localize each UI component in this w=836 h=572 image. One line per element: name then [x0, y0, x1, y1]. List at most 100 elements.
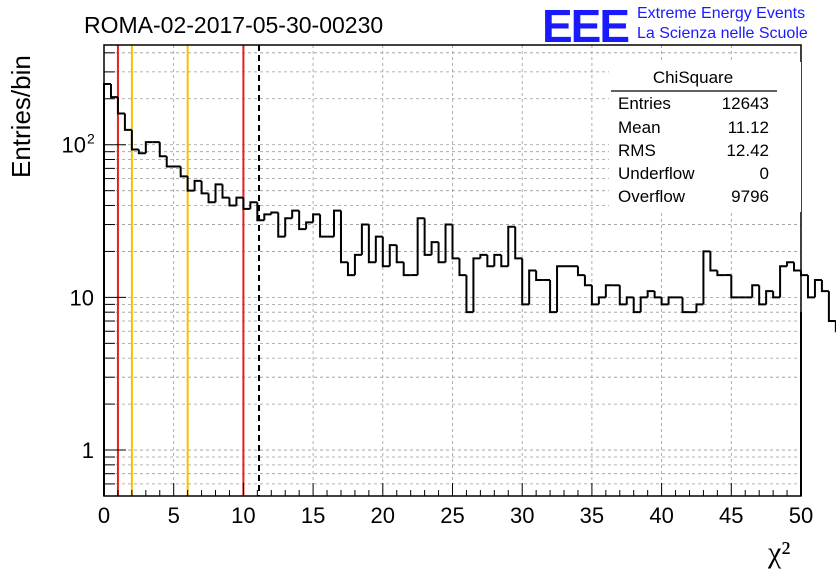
stats-box: ChiSquare Entries 12643 Mean 11.12 RMS 1…	[609, 62, 801, 212]
histogram-bin	[535, 270, 544, 281]
x-tick-label: 20	[371, 503, 395, 528]
y-tick-label: 10	[62, 133, 86, 158]
histogram-bin	[444, 223, 453, 263]
histogram-bin	[549, 279, 558, 314]
histogram-bin	[806, 275, 815, 299]
y-tick-label: 10	[70, 285, 94, 310]
histogram-bin	[639, 296, 648, 313]
histogram-bin	[632, 297, 641, 314]
logo-line-1: Extreme Energy Events	[637, 5, 805, 22]
histogram-bin	[793, 262, 801, 272]
histogram-bin	[458, 258, 467, 277]
histogram-bin	[730, 275, 739, 299]
stats-label-overflow: Overflow	[618, 187, 686, 206]
histogram-bin	[583, 275, 592, 287]
histogram-bin	[193, 179, 202, 191]
histogram-bin	[660, 297, 669, 306]
histogram-bin	[249, 201, 258, 209]
histogram-bin	[402, 262, 411, 277]
histogram-bin	[576, 266, 585, 277]
histogram-bin	[507, 225, 516, 267]
x-tick-label: 45	[719, 503, 743, 528]
stats-value-rms: 12.42	[726, 141, 769, 160]
histogram-bin	[556, 265, 565, 313]
histogram-bin	[437, 242, 446, 264]
histogram-bin	[137, 149, 146, 155]
histogram-bin	[514, 226, 523, 260]
histogram-bin	[709, 251, 718, 272]
histogram-bin	[256, 202, 265, 222]
histogram-bin	[360, 223, 369, 255]
histogram-bin	[786, 261, 795, 267]
histogram-bin	[214, 183, 223, 203]
histogram-bin	[346, 262, 355, 277]
histogram-bin	[695, 303, 704, 313]
stats-value-underflow: 0	[760, 164, 769, 183]
histogram-bin	[165, 156, 174, 168]
histogram-bin	[305, 221, 314, 230]
histogram-bin	[667, 296, 676, 305]
histogram-bin	[653, 291, 662, 299]
histogram-bin	[353, 253, 362, 276]
histogram-bin	[430, 241, 439, 255]
histogram-bin	[423, 218, 432, 256]
histogram-bin	[179, 166, 188, 178]
histogram-bin	[381, 236, 390, 268]
histogram-bin	[277, 212, 286, 238]
x-tick-label: 5	[168, 503, 180, 528]
stats-value-entries: 12643	[722, 94, 769, 113]
histogram-bin	[590, 285, 599, 306]
eee-logo: EEE	[542, 0, 628, 52]
histogram-bin	[625, 296, 634, 305]
y-tick-exponent: 2	[87, 131, 95, 147]
histogram-bin	[820, 279, 829, 293]
x-tick-label: 10	[231, 503, 255, 528]
histogram-bin	[339, 210, 348, 264]
x-tick-label: 50	[789, 503, 813, 528]
histogram-bin	[200, 180, 209, 195]
histogram-bin	[284, 217, 293, 237]
histogram-bin	[451, 224, 460, 260]
histogram-bin	[500, 254, 509, 268]
histogram-bin	[228, 197, 237, 207]
x-axis-title: χ²	[767, 536, 790, 569]
histogram-bin	[702, 250, 711, 305]
histogram-bin	[144, 141, 153, 154]
histogram-bin	[207, 193, 216, 204]
stats-value-mean: 11.12	[728, 118, 769, 137]
histogram-bin	[388, 244, 397, 267]
stats-box-background	[609, 62, 801, 212]
histogram-bin	[646, 290, 655, 298]
histogram-bin	[758, 285, 767, 306]
histogram-bin	[319, 214, 328, 238]
stats-value-overflow: 9796	[731, 187, 769, 206]
histogram-bin	[333, 209, 341, 237]
histogram-bin	[521, 258, 530, 306]
y-axis-title: Entries/bin	[6, 55, 36, 178]
axis-ticks	[103, 52, 802, 497]
histogram-bin	[395, 245, 404, 264]
x-tick-label: 0	[98, 503, 110, 528]
threshold-lines	[116, 45, 261, 496]
histogram-bin	[116, 97, 125, 115]
histogram-bin	[186, 176, 195, 192]
x-tick-label: 30	[510, 503, 534, 528]
histogram-bin	[158, 142, 167, 158]
stats-label-entries: Entries	[618, 94, 671, 113]
stats-label-underflow: Underflow	[618, 164, 695, 183]
stats-title: ChiSquare	[653, 68, 733, 87]
histogram-bin	[242, 197, 251, 210]
x-tick-label: 40	[649, 503, 673, 528]
histogram-bin	[493, 253, 502, 267]
stats-label-mean: Mean	[618, 118, 661, 137]
histogram-bin	[772, 291, 781, 299]
histogram-bin	[486, 254, 495, 268]
y-tick-label: 1	[82, 438, 94, 463]
histogram-bin	[130, 129, 139, 151]
histogram-bin	[109, 83, 118, 99]
run-title: ROMA-02-2017-05-30-00230	[84, 12, 383, 38]
histogram-bin	[298, 210, 307, 231]
histogram-bin	[374, 235, 383, 263]
histogram-bin	[221, 184, 230, 199]
